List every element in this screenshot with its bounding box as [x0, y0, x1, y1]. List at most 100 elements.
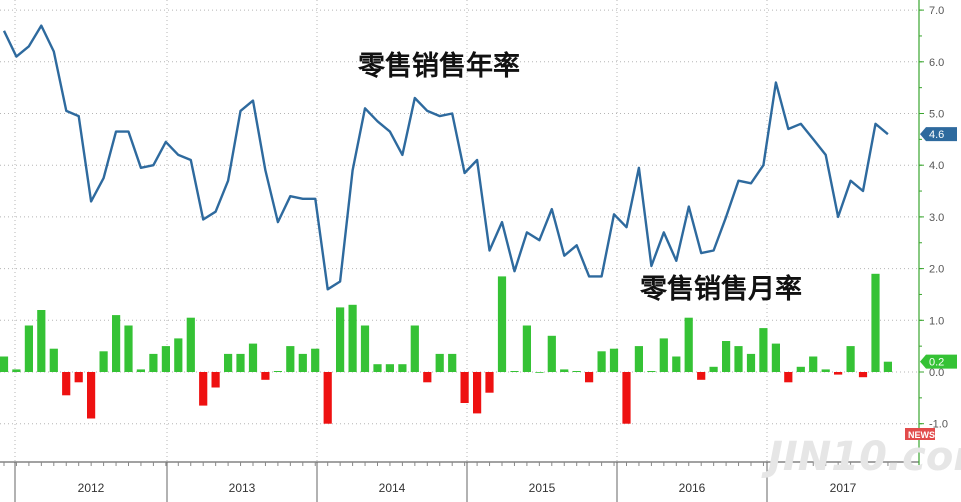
x-axis: 2012 2013 2014 2015 2016 2017: [0, 461, 919, 502]
bar-mom: [199, 372, 208, 406]
x-year-label: 2017: [830, 481, 857, 495]
bar-mom: [211, 372, 220, 388]
bar-mom: [771, 343, 780, 372]
bar-mom: [883, 361, 892, 372]
bar-mom: [846, 346, 855, 372]
bar-mom: [809, 356, 818, 372]
bar-mom: [560, 369, 569, 372]
bar-series-mom: [0, 273, 892, 424]
bar-mom: [0, 356, 9, 372]
bar-mom: [87, 372, 96, 419]
y-tick-label: 0.0: [929, 367, 944, 379]
x-year-label: 2012: [78, 481, 105, 495]
bar-mom: [609, 348, 619, 372]
bar-last-value-badge-text: 0.2: [929, 357, 944, 369]
bar-mom: [672, 356, 681, 372]
y-tick-label: 2.0: [929, 264, 944, 276]
bar-mom: [286, 346, 295, 372]
bar-mom: [136, 369, 145, 372]
bar-mom: [796, 366, 805, 372]
bar-mom: [149, 353, 158, 372]
watermark-text: JIN10.com: [761, 434, 961, 480]
bar-mom: [535, 372, 544, 373]
x-year-label: 2013: [229, 481, 256, 495]
bar-mom: [236, 353, 245, 372]
bar-mom: [74, 372, 83, 383]
bar-mom: [410, 325, 419, 372]
bar-mom: [834, 372, 843, 375]
bar-mom: [485, 372, 494, 393]
bar-mom: [634, 346, 643, 372]
line-last-value-badge-text: 4.6: [929, 129, 944, 141]
bar-mom: [24, 325, 33, 372]
line-last-value-badge: 4.6: [920, 127, 957, 142]
bar-mom: [547, 335, 556, 372]
bar-mom: [858, 372, 868, 378]
bar-mom: [224, 353, 233, 372]
bar-mom: [448, 353, 457, 372]
watermark: JIN10.com NEWS: [761, 428, 961, 480]
bar-mom: [49, 348, 58, 372]
bar-mom: [759, 328, 768, 372]
x-year-label: 2014: [379, 481, 406, 495]
bar-mom: [62, 372, 71, 396]
y-tick-label: -1.0: [929, 419, 948, 431]
y-tick-label: 7.0: [929, 5, 944, 17]
line-series-label: 零售销售年率: [357, 50, 520, 82]
bar-mom: [435, 353, 444, 372]
bar-mom: [385, 364, 394, 372]
annotations: 零售销售年率 零售销售月率: [357, 50, 802, 305]
bar-mom: [273, 371, 282, 372]
bar-mom: [684, 317, 693, 372]
bar-mom: [348, 304, 357, 372]
bar-mom: [871, 273, 880, 372]
bar-mom: [174, 338, 183, 372]
bar-mom: [572, 371, 581, 372]
bar-last-value-badge: 0.2: [920, 354, 957, 369]
bar-mom: [37, 310, 46, 372]
y-tick-label: 3.0: [929, 212, 944, 224]
bar-mom: [722, 341, 731, 372]
bar-last-value-badge-bg: [920, 354, 957, 369]
line-last-value-badge-bg: [920, 127, 957, 142]
bar-mom: [473, 372, 482, 414]
bar-mom: [784, 372, 793, 383]
bar-mom: [697, 372, 706, 380]
bar-mom: [248, 343, 258, 372]
watermark-badge-bg: [905, 428, 935, 440]
bar-mom: [323, 372, 332, 424]
bar-mom: [124, 325, 133, 372]
bar-series-label: 零售销售月率: [639, 273, 802, 305]
y-axis-right: 7.0 6.0 5.0 4.0 3.0 2.0 1.0 0.0 -1.0 4.6 0.2: [918, 0, 957, 465]
bar-mom: [423, 372, 432, 383]
bar-mom: [659, 338, 668, 372]
bar-mom: [585, 372, 594, 383]
bar-mom: [112, 315, 121, 372]
bar-mom: [336, 307, 345, 372]
bar-mom: [460, 372, 469, 403]
bar-mom: [821, 369, 830, 372]
bar-mom: [99, 351, 108, 372]
bar-mom: [311, 348, 320, 372]
bar-mom: [360, 325, 370, 372]
y-tick-label: 4.0: [929, 160, 944, 172]
x-year-label: 2015: [529, 481, 556, 495]
y-tick-label: 1.0: [929, 315, 944, 327]
line-yoy: [2, 24, 889, 291]
bar-mom: [186, 317, 195, 372]
bar-mom: [622, 372, 631, 424]
y-tick-label: 6.0: [929, 57, 944, 69]
bar-mom: [298, 353, 307, 372]
bar-mom: [597, 351, 606, 372]
watermark-badge-text: NEWS: [908, 430, 935, 440]
bar-mom: [12, 369, 21, 372]
bar-mom: [522, 325, 531, 372]
bar-mom: [510, 371, 519, 372]
bar-mom: [161, 346, 170, 372]
bar-mom: [746, 353, 756, 372]
x-year-label: 2016: [679, 481, 706, 495]
line-series-yoy: [2, 24, 889, 291]
bar-mom: [261, 372, 270, 380]
